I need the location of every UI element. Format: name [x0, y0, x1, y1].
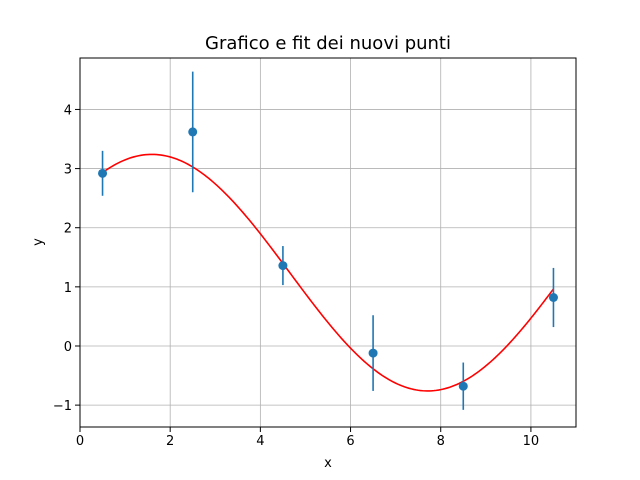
- y-tick-label: 3: [64, 163, 72, 178]
- data-point: [458, 381, 468, 391]
- data-points-layer: [98, 71, 558, 410]
- axes-frame: [79, 57, 577, 428]
- y-tick-label: 0: [64, 340, 72, 355]
- x-tick-label: 4: [256, 434, 264, 449]
- y-tick-label: 4: [64, 103, 72, 118]
- y-tick-label: 1: [64, 281, 72, 296]
- y-axis-label: y: [31, 238, 46, 246]
- data-point: [188, 127, 198, 137]
- x-tick-label: 8: [437, 434, 445, 449]
- data-point: [368, 348, 378, 358]
- y-tick-label: 2: [64, 222, 72, 237]
- fit-layer: [102, 153, 555, 392]
- y-tick-label: −1: [53, 399, 72, 414]
- data-point: [548, 292, 558, 302]
- data-point: [278, 261, 288, 271]
- fit-curve: [102, 153, 555, 392]
- x-tick-label: 0: [76, 434, 84, 449]
- x-axis-label: x: [324, 456, 332, 471]
- x-tick-label: 6: [346, 434, 354, 449]
- grid-lines: [79, 58, 576, 427]
- chart-title: Grafico e fit dei nuovi punti: [205, 33, 451, 54]
- x-tick-label: 10: [523, 434, 540, 449]
- axis-ticks: 0 2 4 6 8 10 −1 0 1 2 3 4: [53, 103, 539, 449]
- x-tick-label: 2: [166, 434, 174, 449]
- data-point: [98, 168, 108, 178]
